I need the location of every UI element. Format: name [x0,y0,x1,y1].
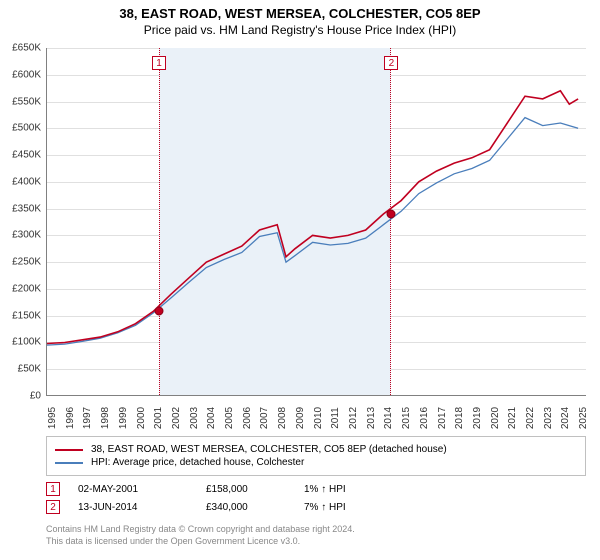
y-axis-tick: £650K [1,43,41,54]
y-axis-tick: £600K [1,69,41,80]
x-axis-tick: 2012 [348,407,359,429]
chart-title-block: 38, EAST ROAD, WEST MERSEA, COLCHESTER, … [0,0,600,37]
x-axis-tick: 2016 [419,407,430,429]
y-axis-tick: £200K [1,283,41,294]
x-axis-tick: 2024 [560,407,571,429]
chart-title: 38, EAST ROAD, WEST MERSEA, COLCHESTER, … [0,6,600,21]
x-axis-tick: 2015 [401,407,412,429]
x-axis-tick: 2011 [330,407,341,429]
x-axis-tick: 2019 [472,407,483,429]
y-axis-tick: £0 [1,391,41,402]
x-axis-tick: 1998 [100,407,111,429]
chart-container: 38, EAST ROAD, WEST MERSEA, COLCHESTER, … [0,0,600,560]
x-axis-tick: 2003 [189,407,200,429]
x-axis-tick: 2025 [578,407,589,429]
x-axis-tick: 1995 [47,407,58,429]
y-axis-tick: £150K [1,310,41,321]
sale-marker-box: 2 [384,56,398,70]
legend-swatch-icon [55,462,83,464]
chart-subtitle: Price paid vs. HM Land Registry's House … [0,21,600,37]
attribution-line: Contains HM Land Registry data © Crown c… [46,524,586,536]
sale-marker-box: 1 [152,56,166,70]
series-hpi [47,118,578,346]
legend-item: HPI: Average price, detached house, Colc… [55,456,577,469]
series-address_price [47,91,578,344]
table-row: 1 02-MAY-2001 £158,000 1% ↑ HPI [46,480,586,498]
sale-marker-icon: 1 [46,482,60,496]
x-axis-tick: 2002 [171,407,182,429]
x-axis-tick: 2020 [490,407,501,429]
sale-delta: 1% ↑ HPI [304,484,346,495]
y-axis-tick: £450K [1,150,41,161]
x-axis-tick: 2010 [313,407,324,429]
x-axis-tick: 2005 [224,407,235,429]
x-axis-tick: 2009 [295,407,306,429]
sale-marker-dot [387,209,396,218]
sale-delta: 7% ↑ HPI [304,502,346,513]
sale-price: £158,000 [206,484,286,495]
legend-item: 38, EAST ROAD, WEST MERSEA, COLCHESTER, … [55,443,577,456]
x-axis-tick: 2000 [136,407,147,429]
x-axis-tick: 2006 [242,407,253,429]
y-axis-tick: £350K [1,203,41,214]
sale-price: £340,000 [206,502,286,513]
x-axis-tick: 1997 [82,407,93,429]
plot-area: £0£50K£100K£150K£200K£250K£300K£350K£400… [46,48,586,396]
attribution-text: Contains HM Land Registry data © Crown c… [46,524,586,547]
chart-lines [47,48,587,396]
x-axis-tick: 2022 [525,407,536,429]
y-axis-tick: £400K [1,176,41,187]
y-axis-tick: £550K [1,96,41,107]
y-axis-tick: £50K [1,364,41,375]
attribution-line: This data is licensed under the Open Gov… [46,536,586,548]
legend-label: HPI: Average price, detached house, Colc… [91,457,304,468]
y-axis-tick: £250K [1,257,41,268]
x-axis-tick: 2014 [383,407,394,429]
y-axis-tick: £300K [1,230,41,241]
legend-box: 38, EAST ROAD, WEST MERSEA, COLCHESTER, … [46,436,586,476]
sale-marker-dot [155,307,164,316]
x-axis-tick: 1996 [65,407,76,429]
y-axis-tick: £100K [1,337,41,348]
sales-table: 1 02-MAY-2001 £158,000 1% ↑ HPI 2 13-JUN… [46,480,586,516]
x-axis-tick: 2023 [543,407,554,429]
legend-swatch-icon [55,449,83,451]
x-axis-tick: 2001 [153,407,164,429]
legend-label: 38, EAST ROAD, WEST MERSEA, COLCHESTER, … [91,444,447,455]
x-axis-tick: 2017 [437,407,448,429]
table-row: 2 13-JUN-2014 £340,000 7% ↑ HPI [46,498,586,516]
sale-marker-icon: 2 [46,500,60,514]
y-axis-tick: £500K [1,123,41,134]
x-axis-tick: 1999 [118,407,129,429]
sale-date: 02-MAY-2001 [78,484,188,495]
x-axis-tick: 2021 [507,407,518,429]
x-axis-tick: 2008 [277,407,288,429]
x-axis-tick: 2013 [366,407,377,429]
x-axis-tick: 2018 [454,407,465,429]
x-axis-tick: 2007 [259,407,270,429]
x-axis-tick: 2004 [206,407,217,429]
sale-date: 13-JUN-2014 [78,502,188,513]
